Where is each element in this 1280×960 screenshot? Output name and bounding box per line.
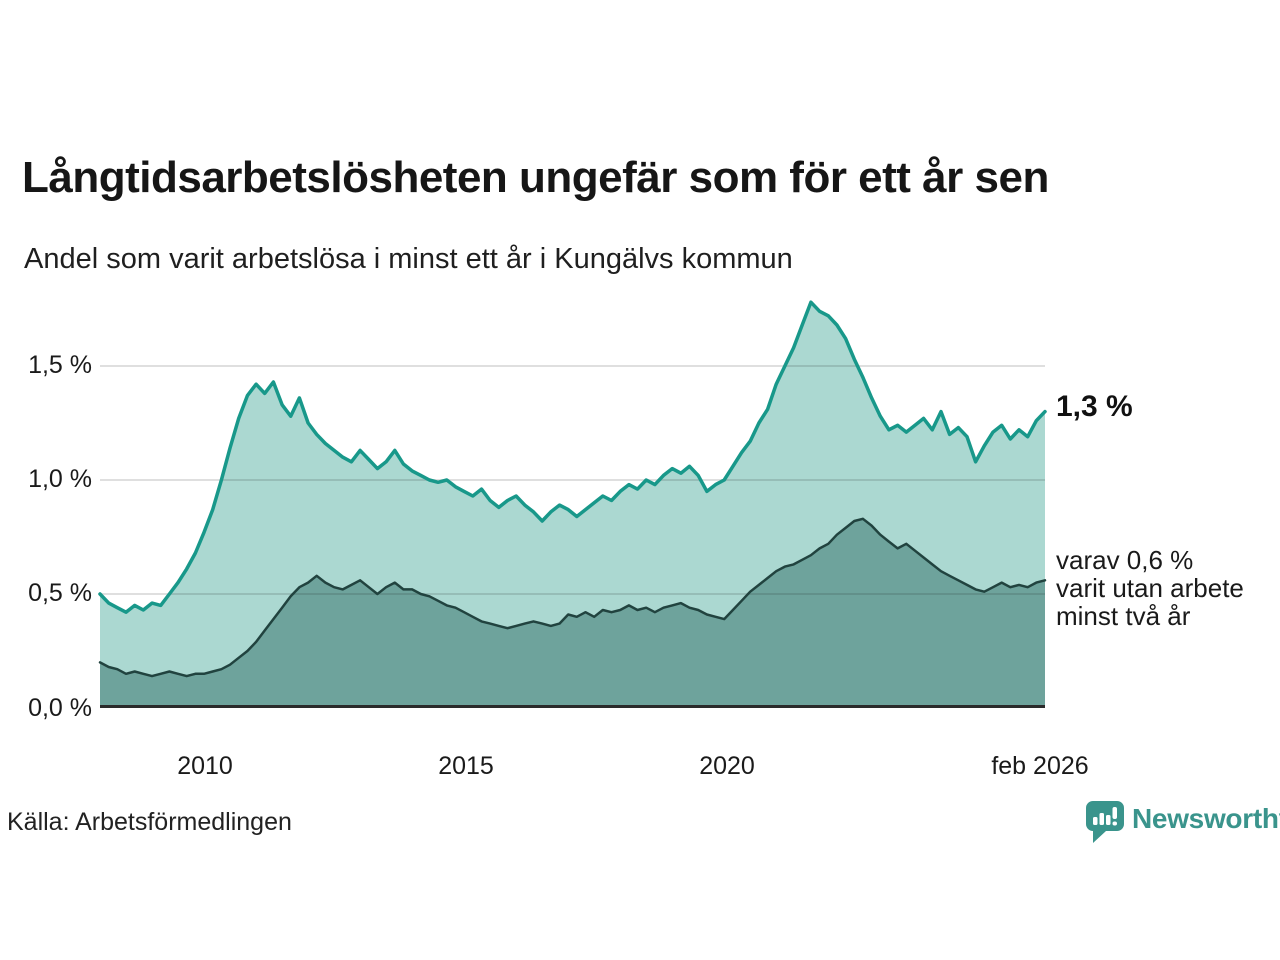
- note-line: minst två år: [1056, 601, 1191, 631]
- y-tick-label: 1,0 %: [28, 465, 92, 493]
- secondary-series-note: varav 0,6 % varit utan arbete minst två …: [1056, 546, 1244, 630]
- x-tick-label: feb 2026: [991, 752, 1089, 780]
- x-tick-label: 2010: [177, 752, 233, 780]
- y-tick-label: 0,0 %: [28, 694, 92, 722]
- area-chart-svg: [98, 300, 1047, 708]
- note-line: varit utan arbete: [1056, 573, 1244, 603]
- newsworthy-speech-bubble-icon: [1086, 801, 1124, 843]
- y-tick-label: 1,5 %: [28, 351, 92, 379]
- latest-value-label: 1,3 %: [1056, 390, 1133, 423]
- chart-title: Långtidsarbetslösheten ungefär som för e…: [22, 153, 1049, 203]
- chart-subtitle: Andel som varit arbetslösa i minst ett å…: [24, 243, 793, 275]
- newsworthy-logo: Newsworthy: [1086, 801, 1280, 849]
- x-tick-label: 2020: [699, 752, 755, 780]
- x-tick-label: 2015: [438, 752, 494, 780]
- source-label: Källa: Arbetsförmedlingen: [7, 808, 292, 836]
- note-line: varav 0,6 %: [1056, 545, 1194, 575]
- y-tick-label: 0,5 %: [28, 579, 92, 607]
- newsworthy-wordmark: Newsworthy: [1132, 803, 1280, 834]
